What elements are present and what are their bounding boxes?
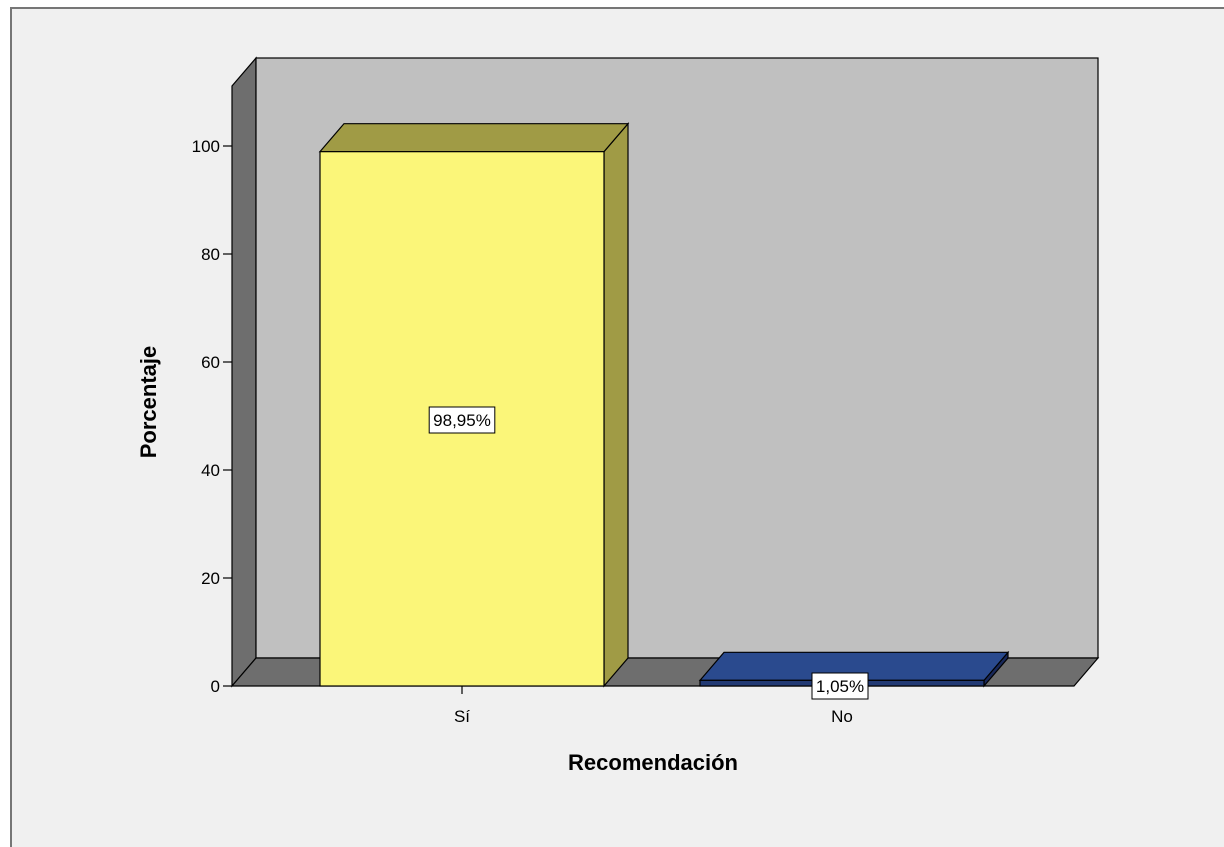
- y-axis: 0 20 40 60 80 100: [192, 137, 232, 696]
- x-tick-label: No: [831, 707, 853, 726]
- x-tick-label: Sí: [454, 707, 470, 726]
- data-label: 98,95%: [428, 406, 496, 434]
- y-tick-label: 100: [192, 137, 220, 156]
- data-labels: 98,95% 1,05%: [428, 406, 869, 700]
- data-label-box: [428, 406, 496, 434]
- bar-1: [318, 122, 630, 688]
- x-axis-title: Recomendación: [568, 750, 738, 775]
- bar-top-face: [318, 123, 630, 153]
- data-label-text: 98,95%: [433, 411, 491, 430]
- data-label: 1,05%: [811, 672, 869, 700]
- y-tick-label: 40: [201, 461, 220, 480]
- y-tick-label: 20: [201, 569, 220, 588]
- bar-side-face: [603, 122, 629, 688]
- y-axis-title: Porcentaje: [136, 346, 161, 459]
- side-wall: [231, 56, 257, 688]
- y-tick-label: 60: [201, 353, 220, 372]
- y-tick-label: 80: [201, 245, 220, 264]
- data-label-box: [811, 672, 869, 700]
- y-tick-label: 0: [211, 677, 220, 696]
- x-axis: Sí No: [454, 686, 853, 726]
- data-label-text: 1,05%: [816, 677, 864, 696]
